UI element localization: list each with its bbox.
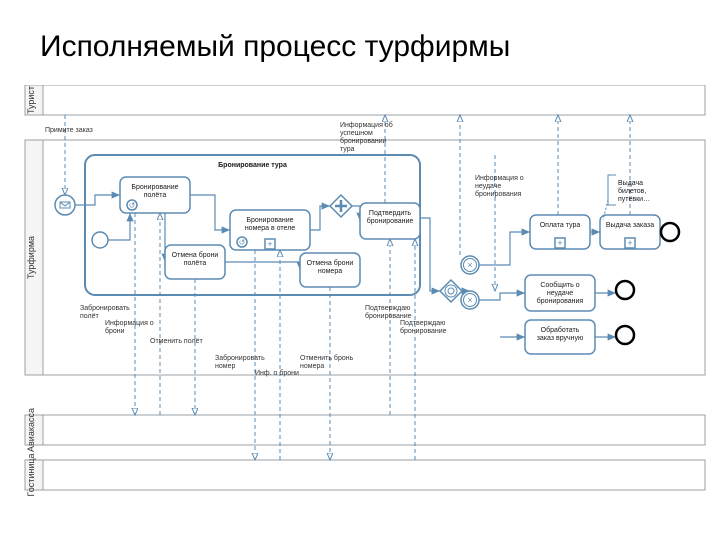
- node-start: [55, 195, 75, 215]
- svg-text:Бронирование тура: Бронирование тура: [218, 162, 287, 169]
- svg-text:Забронироватьномер: Забронироватьномер: [215, 354, 265, 370]
- svg-text:Инф. о брони: Инф. о брони: [255, 369, 299, 377]
- node-substart: [92, 232, 108, 248]
- svg-text:Оплата тура: Оплата тура: [540, 222, 581, 229]
- svg-text:×: ×: [467, 260, 472, 270]
- seq-flow-2: [190, 195, 230, 230]
- node-t_issue: Выдача заказа +: [600, 215, 660, 249]
- svg-text:↺: ↺: [129, 201, 136, 210]
- svg-text:Примите заказ: Примите заказ: [45, 127, 93, 134]
- node-end2: [616, 281, 634, 299]
- node-t_flight: Бронированиеполёта↺: [120, 177, 190, 213]
- node-t_manual: Обработатьзаказ вручную: [525, 320, 595, 354]
- pool-label-p3: Авиакасса: [26, 408, 36, 452]
- node-gw_ev: [440, 280, 462, 302]
- node-end1: [661, 223, 679, 241]
- node-t_inform: Сообщить онеудачебронирования: [525, 275, 595, 311]
- svg-text:Бронированиеномера в отеле: Бронированиеномера в отеле: [245, 217, 295, 232]
- node-t_confirm: Подтвердитьбронирование: [360, 203, 420, 239]
- svg-text:Выдача заказа: Выдача заказа: [606, 222, 654, 229]
- bpmn-diagram: Турист Турфирма АвиакассаГостиница Примите…: [0, 85, 720, 540]
- node-t_cancel_flight: Отмена брониполёта: [165, 245, 225, 279]
- seq-flow-9: [479, 232, 530, 265]
- svg-text:Подтверждаюбронирование: Подтверждаюбронирование: [365, 305, 412, 320]
- svg-text:Информация оброни: Информация оброни: [105, 320, 154, 335]
- seq-flow-4: [352, 206, 360, 221]
- svg-text:+: +: [557, 238, 562, 248]
- svg-text:Отменить броньномера: Отменить броньномера: [300, 354, 354, 370]
- node-ev_ok: ×: [461, 256, 479, 274]
- node-gw_par: [330, 195, 352, 217]
- svg-text:Забронироватьполёт: Забронироватьполёт: [80, 304, 130, 320]
- seq-flow-6: [225, 262, 300, 270]
- pool-label-p4: Гостиница: [26, 453, 36, 496]
- svg-text:Подтверждаюбронирование: Подтверждаюбронирование: [400, 320, 447, 335]
- svg-text:↺: ↺: [239, 238, 246, 247]
- seq-flow-10: [479, 293, 525, 300]
- svg-text:Информация онеудачебронировани: Информация онеудачебронирования: [475, 175, 524, 198]
- svg-text:Отменить полёт: Отменить полёт: [150, 338, 203, 345]
- svg-text:×: ×: [467, 295, 472, 305]
- seq-flow-3: [310, 206, 330, 230]
- pool-label-p1: Турист: [26, 86, 36, 114]
- seq-flow-0: [75, 195, 120, 205]
- seq-flow-1: [108, 213, 130, 240]
- seq-flow-5: [420, 218, 440, 291]
- svg-text:+: +: [267, 239, 272, 249]
- svg-text:Подтвердитьбронирование: Подтвердитьбронирование: [367, 210, 414, 225]
- pool-label-p2: Турфирма: [26, 236, 36, 279]
- slide-title: Исполняемый процесс турфирмы: [40, 30, 510, 64]
- node-t_cancel_hotel: Отмена брониномера: [300, 253, 360, 287]
- node-t_pay: Оплата тура +: [530, 215, 590, 249]
- node-end3: [616, 326, 634, 344]
- node-ev_bad: ×: [461, 291, 479, 309]
- svg-text:Выдачабилетов,путёвки…: Выдачабилетов,путёвки…: [618, 180, 650, 203]
- svg-text:+: +: [627, 238, 632, 248]
- node-t_hotel: Бронированиеномера в отеле + ↺: [230, 210, 310, 250]
